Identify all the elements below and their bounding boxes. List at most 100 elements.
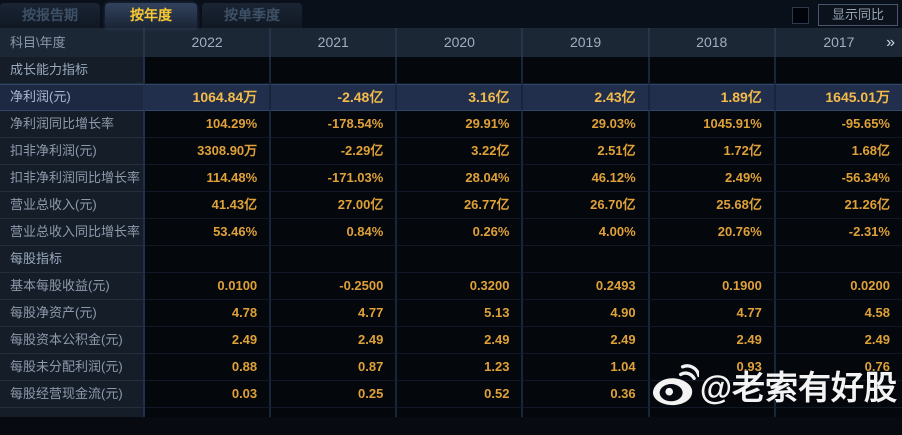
value-cell: 1.72亿: [649, 138, 776, 165]
more-years-icon[interactable]: »: [886, 34, 895, 51]
value-cell: 26.70亿: [523, 192, 650, 219]
value-cell: 4.90: [523, 300, 650, 327]
value-cell: 2.49: [145, 327, 272, 354]
value-cell: 1.89亿: [649, 84, 776, 111]
table-row[interactable]: 每股资本公积金(元) 2.49 2.49 2.49 2.49 2.49 2.49: [0, 327, 902, 354]
value-cell: 2.49: [397, 327, 524, 354]
tab-by-year[interactable]: 按年度: [105, 3, 197, 28]
table-row[interactable]: 营业总收入(元) 41.43亿 27.00亿 26.77亿 26.70亿 25.68亿 21…: [0, 192, 902, 219]
tab-by-single-quarter[interactable]: 按单季度: [202, 3, 302, 28]
show-yoy-label[interactable]: 显示同比: [817, 4, 898, 26]
value-cell: 0.0100: [145, 273, 272, 300]
value-cell: 41.43亿: [145, 192, 272, 219]
value-cell: 0.3200: [397, 273, 524, 300]
value-cell: [397, 57, 524, 84]
value-cell: 21.26亿: [775, 192, 902, 219]
row-label-cell: 扣非净利润(元): [0, 138, 145, 165]
table-row[interactable]: 净利润(元) 1064.84万 -2.48亿 3.16亿 2.43亿 1.89亿 1645.…: [0, 84, 902, 111]
value-cell: 4.00%: [523, 219, 650, 246]
table-row[interactable]: 基本每股收益(元) 0.0100 -0.2500 0.3200 0.2493 0.1900…: [0, 273, 902, 300]
value-cell: 1045.91%: [649, 111, 776, 138]
value-cell: [145, 246, 272, 273]
row-label-cell: 营业总收入同比增长率: [0, 219, 145, 246]
value-cell: [523, 57, 650, 84]
value-cell: 0.26%: [397, 219, 524, 246]
value-cell: [649, 57, 776, 84]
partial-next-row: [0, 408, 902, 435]
value-cell: 114.48%: [145, 165, 272, 192]
value-cell: 0.52: [397, 381, 524, 408]
year-column-header: 2020: [397, 28, 524, 57]
value-cell: 0.25: [271, 381, 398, 408]
value-cell: -2.31%: [775, 219, 902, 246]
value-cell: [649, 381, 776, 408]
table-row[interactable]: 每股未分配利润(元) 0.88 0.87 1.23 1.04 0.93 0.76: [0, 354, 902, 381]
value-cell: 0.03: [145, 381, 272, 408]
value-cell: 5.13: [397, 300, 524, 327]
value-cell: 28.04%: [397, 165, 524, 192]
row-label-cell: 基本每股收益(元): [0, 273, 145, 300]
value-cell: -95.65%: [775, 111, 902, 138]
value-cell: 3.22亿: [397, 138, 524, 165]
tab-by-report-period[interactable]: 按报告期: [0, 3, 100, 28]
row-label-cell: 营业总收入(元): [0, 192, 145, 219]
table-row[interactable]: 净利润同比增长率 104.29% -178.54% 29.91% 29.03% 1045.…: [0, 111, 902, 138]
value-cell: 0.88: [145, 354, 272, 381]
value-cell: -2.48亿: [271, 84, 398, 111]
value-cell: [775, 246, 902, 273]
table-row[interactable]: 每股净资产(元) 4.78 4.77 5.13 4.90 4.77 4.58: [0, 300, 902, 327]
row-label-cell: 每股未分配利润(元): [0, 354, 145, 381]
value-cell: -178.54%: [271, 111, 398, 138]
value-cell: 1.04: [523, 354, 650, 381]
value-cell: [397, 246, 524, 273]
value-cell: [145, 57, 272, 84]
table-row[interactable]: 每股经营现金流(元) 0.03 0.25 0.52 0.36: [0, 381, 902, 408]
value-cell: 2.49%: [649, 165, 776, 192]
value-cell: [271, 246, 398, 273]
value-cell: 27.00亿: [271, 192, 398, 219]
value-cell: 4.77: [271, 300, 398, 327]
value-cell: -171.03%: [271, 165, 398, 192]
value-cell: 26.77亿: [397, 192, 524, 219]
show-yoy-checkbox[interactable]: [791, 6, 809, 24]
value-cell: 53.46%: [145, 219, 272, 246]
value-cell: 2.49: [523, 327, 650, 354]
section-row[interactable]: 成长能力指标: [0, 57, 902, 84]
row-label-cell: 每股资本公积金(元): [0, 327, 145, 354]
show-yoy-control: 显示同比: [791, 4, 898, 26]
value-cell: 4.78: [145, 300, 272, 327]
value-cell: 0.76: [775, 354, 902, 381]
value-cell: 2.49: [775, 327, 902, 354]
value-cell: 46.12%: [523, 165, 650, 192]
value-cell: 2.49: [649, 327, 776, 354]
value-cell: 29.91%: [397, 111, 524, 138]
year-column-header: 2019: [523, 28, 650, 57]
value-cell: 0.1900: [649, 273, 776, 300]
value-cell: 1.23: [397, 354, 524, 381]
value-cell: 104.29%: [145, 111, 272, 138]
value-cell: 3308.90万: [145, 138, 272, 165]
section-row[interactable]: 每股指标: [0, 246, 902, 273]
value-cell: 2.43亿: [523, 84, 650, 111]
value-cell: -56.34%: [775, 165, 902, 192]
table-row[interactable]: 营业总收入同比增长率 53.46% 0.84% 0.26% 4.00% 20.76% -2.…: [0, 219, 902, 246]
value-cell: 0.84%: [271, 219, 398, 246]
year-column-header: 2021: [271, 28, 398, 57]
value-cell: [775, 57, 902, 84]
value-cell: 1645.01万: [775, 84, 902, 111]
value-cell: 0.36: [523, 381, 650, 408]
row-label-cell: 净利润(元): [0, 84, 145, 111]
row-label-cell: 每股指标: [0, 246, 145, 273]
value-cell: 20.76%: [649, 219, 776, 246]
row-label-cell: 净利润同比增长率: [0, 111, 145, 138]
year-column-header: 2022: [145, 28, 272, 57]
value-cell: 29.03%: [523, 111, 650, 138]
corner-header-cell: 科目\年度: [0, 28, 145, 57]
row-label-cell: 成长能力指标: [0, 57, 145, 84]
value-cell: 25.68亿: [649, 192, 776, 219]
table-row[interactable]: 扣非净利润(元) 3308.90万 -2.29亿 3.22亿 2.51亿 1.72亿 1.6…: [0, 138, 902, 165]
table-row[interactable]: 扣非净利润同比增长率 114.48% -171.03% 28.04% 46.12% 2.4…: [0, 165, 902, 192]
value-cell: [649, 246, 776, 273]
value-cell: -0.2500: [271, 273, 398, 300]
value-cell: 0.2493: [523, 273, 650, 300]
